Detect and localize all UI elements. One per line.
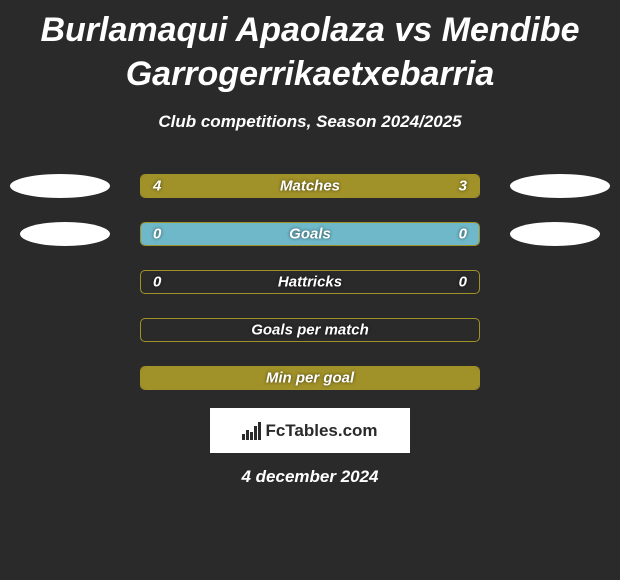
player-ellipse-right (510, 174, 610, 198)
stat-value-right: 3 (459, 178, 467, 195)
stat-label: Hattricks (278, 274, 342, 291)
stat-value-left: 0 (153, 274, 161, 291)
footer-logo[interactable]: FcTables.com (210, 408, 410, 453)
bar-mpg: Min per goal (140, 366, 480, 390)
main-container: Burlamaqui Apaolaza vs Mendibe Garrogerr… (0, 0, 620, 487)
stat-value-right: 0 (459, 226, 467, 243)
bar-right-fill (310, 223, 479, 245)
stat-value-right: 0 (459, 274, 467, 291)
stat-row-goals: 0 Goals 0 (0, 222, 620, 246)
stat-value-left: 0 (153, 226, 161, 243)
bar-hattricks: 0 Hattricks 0 (140, 270, 480, 294)
bar-right-fill (334, 175, 479, 197)
bar-goals: 0 Goals 0 (140, 222, 480, 246)
player-ellipse-right (510, 222, 600, 246)
chart-icon (242, 422, 261, 440)
stat-value-left: 4 (153, 178, 161, 195)
stat-row-gpm: Goals per match (0, 318, 620, 342)
stat-label: Goals (289, 226, 331, 243)
date-text: 4 december 2024 (0, 467, 620, 487)
logo-text: FcTables.com (265, 421, 377, 441)
page-title: Burlamaqui Apaolaza vs Mendibe Garrogerr… (0, 8, 620, 96)
subtitle: Club competitions, Season 2024/2025 (0, 112, 620, 132)
player-ellipse-left (10, 174, 110, 198)
stat-label: Min per goal (266, 370, 354, 387)
bar-left-fill (141, 223, 310, 245)
stats-section: 4 Matches 3 0 Goals 0 0 Hattricks (0, 174, 620, 390)
stat-row-matches: 4 Matches 3 (0, 174, 620, 198)
bar-matches: 4 Matches 3 (140, 174, 480, 198)
stat-label: Goals per match (251, 322, 369, 339)
stat-row-hattricks: 0 Hattricks 0 (0, 270, 620, 294)
bar-gpm: Goals per match (140, 318, 480, 342)
stat-label: Matches (280, 178, 340, 195)
stat-row-mpg: Min per goal (0, 366, 620, 390)
player-ellipse-left (20, 222, 110, 246)
